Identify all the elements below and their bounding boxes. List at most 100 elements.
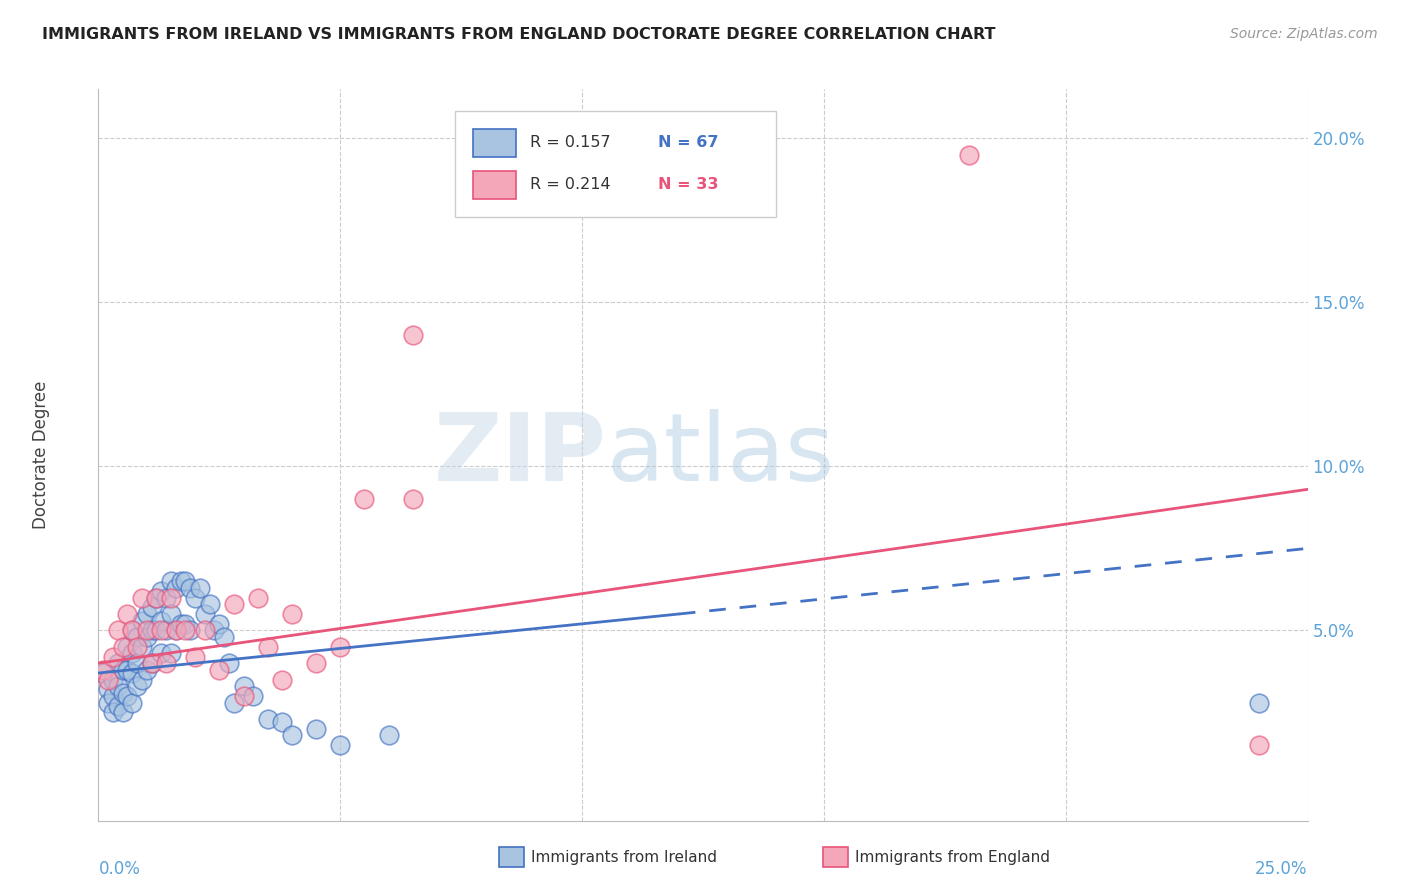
Point	[121, 646, 143, 660]
Point	[281, 728, 304, 742]
Text: ZIP: ZIP	[433, 409, 606, 501]
Point	[242, 689, 264, 703]
Point	[135, 630, 157, 644]
Text: Source: ZipAtlas.com: Source: ZipAtlas.com	[1230, 27, 1378, 41]
Point	[271, 715, 294, 730]
Text: 0.0%: 0.0%	[98, 860, 141, 878]
Point	[107, 624, 129, 638]
Point	[353, 492, 375, 507]
Point	[97, 696, 120, 710]
Point	[212, 630, 235, 644]
Point	[117, 607, 139, 621]
Point	[101, 706, 124, 720]
Point	[179, 624, 201, 638]
Point	[127, 640, 149, 654]
Point	[155, 624, 177, 638]
Point	[91, 666, 114, 681]
Point	[204, 624, 226, 638]
Point	[141, 656, 163, 670]
Point	[160, 646, 183, 660]
Point	[174, 574, 197, 589]
Point	[131, 614, 153, 628]
Point	[256, 712, 278, 726]
Text: IMMIGRANTS FROM IRELAND VS IMMIGRANTS FROM ENGLAND DOCTORATE DEGREE CORRELATION : IMMIGRANTS FROM IRELAND VS IMMIGRANTS FR…	[42, 27, 995, 42]
Text: 25.0%: 25.0%	[1256, 860, 1308, 878]
Point	[174, 624, 197, 638]
Text: N = 33: N = 33	[658, 177, 718, 192]
Point	[141, 600, 163, 615]
Point	[179, 581, 201, 595]
Point	[127, 656, 149, 670]
Point	[160, 591, 183, 605]
Point	[97, 682, 120, 697]
Point	[208, 616, 231, 631]
Point	[188, 581, 211, 595]
Text: atlas: atlas	[606, 409, 835, 501]
Point	[150, 614, 173, 628]
Text: R = 0.157: R = 0.157	[530, 135, 610, 150]
Point	[165, 624, 187, 638]
Point	[131, 673, 153, 687]
Point	[101, 689, 124, 703]
Point	[247, 591, 270, 605]
Point	[218, 656, 240, 670]
Point	[222, 696, 245, 710]
Point	[165, 624, 187, 638]
Point	[377, 728, 399, 742]
Point	[232, 679, 254, 693]
Point	[107, 679, 129, 693]
Point	[329, 738, 352, 752]
Point	[145, 591, 167, 605]
Point	[111, 663, 134, 677]
Point	[184, 649, 207, 664]
Point	[117, 663, 139, 677]
Point	[150, 646, 173, 660]
Text: N = 67: N = 67	[658, 135, 718, 150]
Point	[174, 616, 197, 631]
Point	[97, 673, 120, 687]
Point	[194, 607, 217, 621]
Point	[111, 686, 134, 700]
Point	[111, 640, 134, 654]
Point	[121, 624, 143, 638]
Point	[160, 607, 183, 621]
Point	[141, 624, 163, 638]
Point	[1249, 738, 1271, 752]
Point	[1249, 696, 1271, 710]
Point	[127, 679, 149, 693]
Point	[117, 640, 139, 654]
Point	[329, 640, 352, 654]
Point	[194, 624, 217, 638]
Point	[305, 722, 328, 736]
Text: R = 0.214: R = 0.214	[530, 177, 610, 192]
Text: Doctorate Degree: Doctorate Degree	[32, 381, 51, 529]
Point	[256, 640, 278, 654]
Point	[107, 656, 129, 670]
Point	[101, 673, 124, 687]
Point	[127, 630, 149, 644]
Point	[281, 607, 304, 621]
Point	[169, 616, 191, 631]
FancyBboxPatch shape	[474, 129, 516, 157]
Point	[107, 698, 129, 713]
Text: Immigrants from Ireland: Immigrants from Ireland	[531, 850, 717, 864]
Point	[155, 656, 177, 670]
Point	[957, 148, 980, 162]
Point	[402, 492, 425, 507]
Point	[131, 591, 153, 605]
Point	[198, 597, 221, 611]
FancyBboxPatch shape	[474, 171, 516, 199]
Point	[232, 689, 254, 703]
FancyBboxPatch shape	[456, 112, 776, 218]
Point	[141, 656, 163, 670]
Point	[131, 640, 153, 654]
Point	[111, 706, 134, 720]
Point	[150, 584, 173, 599]
Point	[91, 663, 114, 677]
Point	[135, 607, 157, 621]
Point	[271, 673, 294, 687]
Point	[117, 689, 139, 703]
Text: Immigrants from England: Immigrants from England	[855, 850, 1050, 864]
Point	[121, 696, 143, 710]
Point	[135, 663, 157, 677]
